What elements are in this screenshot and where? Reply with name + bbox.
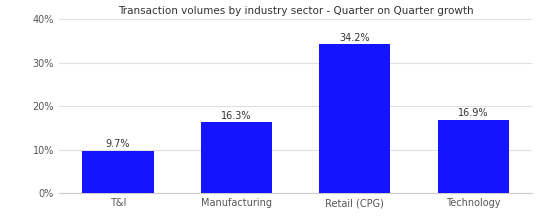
Bar	[438, 120, 509, 193]
Text: 9.7%: 9.7%	[106, 139, 130, 149]
Bar	[201, 122, 272, 193]
Text: 34.2%: 34.2%	[339, 33, 370, 43]
Text: 16.3%: 16.3%	[221, 111, 252, 121]
Title: Transaction volumes by industry sector - Quarter on Quarter growth: Transaction volumes by industry sector -…	[118, 5, 473, 15]
Bar	[320, 44, 391, 193]
Bar	[82, 151, 153, 193]
Text: 16.9%: 16.9%	[458, 108, 489, 118]
